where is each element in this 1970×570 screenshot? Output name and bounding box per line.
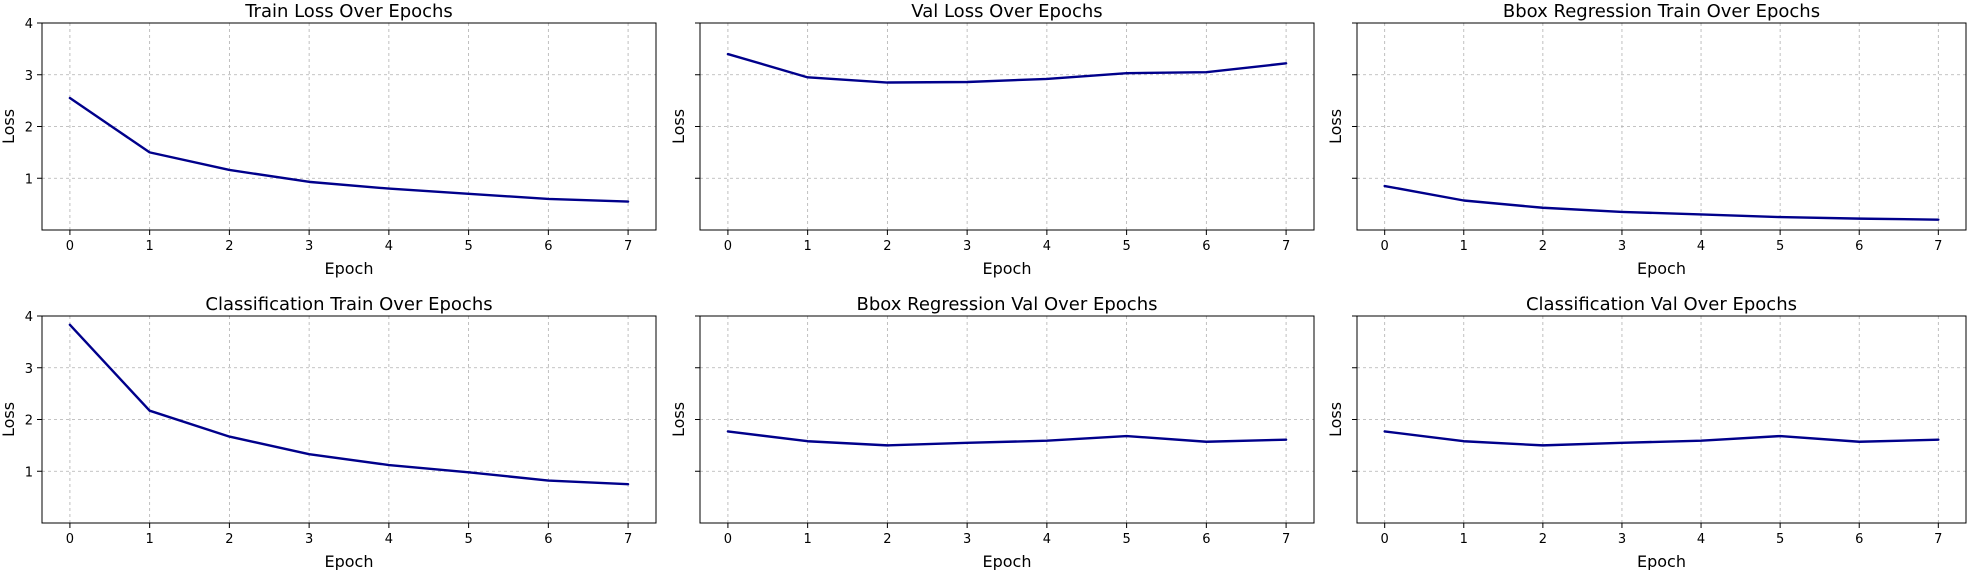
x-tick-label: 2 (225, 239, 233, 254)
x-tick-label: 7 (1282, 239, 1290, 254)
x-tick-label: 3 (1618, 532, 1626, 547)
x-tick-label: 6 (1855, 239, 1863, 254)
series-line (726, 430, 1288, 447)
subplot-title: Train Loss Over Epochs (244, 1, 453, 22)
x-tick-label: 3 (963, 532, 971, 547)
x-tick-label: 0 (1381, 532, 1389, 547)
x-tick-label: 6 (544, 532, 552, 547)
series-line (1383, 184, 1940, 221)
x-tick-label: 0 (724, 532, 732, 547)
x-tick-label: 7 (624, 239, 632, 254)
subplot-title: Classification Val Over Epochs (1526, 294, 1797, 315)
y-tick-label: 1 (25, 172, 33, 187)
x-tick-label: 4 (1697, 239, 1705, 254)
y-tick-label: 3 (25, 362, 33, 377)
x-tick-label: 7 (1282, 532, 1290, 547)
subplot-4: 0 1 2 3 4 5 6 7 1 2 3 4 Epoch Loss Classification Trai… (0, 294, 657, 570)
x-tick-label: 3 (1618, 239, 1626, 254)
subplot-title: Classification Train Over Epochs (205, 294, 492, 315)
y-tick-label: 1 (25, 465, 33, 480)
x-tick-label: 6 (1202, 239, 1210, 254)
subplot-3: 0 1 2 3 4 5 6 7 Epoch Loss Bbox Regression Train O… (1326, 1, 1967, 278)
y-axis-label: Loss (669, 109, 688, 144)
series-line (68, 323, 630, 486)
x-tick-label: 5 (464, 532, 472, 547)
x-tick-label: 3 (963, 239, 971, 254)
x-axis-label: Epoch (1637, 552, 1686, 570)
y-axis-label: Loss (669, 402, 688, 437)
x-tick-label: 2 (1539, 532, 1547, 547)
series-line (68, 96, 630, 203)
x-tick-label: 0 (66, 239, 74, 254)
x-tick-label: 6 (544, 239, 552, 254)
y-tick-label: 3 (25, 69, 33, 84)
x-tick-label: 5 (1122, 532, 1130, 547)
x-tick-label: 0 (1381, 239, 1389, 254)
x-tick-label: 0 (724, 239, 732, 254)
x-tick-label: 0 (66, 532, 74, 547)
y-axis-label: Loss (0, 402, 18, 437)
y-axis-label: Loss (0, 109, 18, 144)
subplot-title: Bbox Regression Val Over Epochs (857, 294, 1158, 315)
y-axis-label: Loss (1326, 402, 1345, 437)
y-tick-label: 4 (25, 17, 33, 32)
y-tick-label: 2 (25, 414, 33, 429)
x-tick-label: 1 (804, 239, 812, 254)
x-axis-label: Epoch (1637, 259, 1686, 278)
subplot-title: Bbox Regression Train Over Epochs (1503, 1, 1820, 22)
subplot-1: 0 1 2 3 4 5 6 7 1 2 3 4 Epoch Loss Train Loss Over Epo… (0, 1, 657, 278)
x-tick-label: 5 (1776, 239, 1784, 254)
x-axis-label: Epoch (983, 552, 1032, 570)
subplot-5: 0 1 2 3 4 5 6 7 Epoch Loss Bbox Regression Val Ove… (669, 294, 1315, 570)
x-tick-label: 2 (883, 239, 891, 254)
x-tick-label: 2 (225, 532, 233, 547)
x-tick-label: 6 (1855, 532, 1863, 547)
subplot-2: 0 1 2 3 4 5 6 7 Epoch Loss Val Loss Over Epochs (669, 1, 1315, 278)
x-tick-label: 4 (1043, 239, 1051, 254)
x-axis-label: Epoch (983, 259, 1032, 278)
x-axis-label: Epoch (325, 552, 374, 570)
y-tick-label: 2 (25, 121, 33, 136)
x-tick-label: 5 (1122, 239, 1130, 254)
x-tick-label: 1 (146, 532, 154, 547)
y-tick-label: 4 (25, 310, 33, 325)
x-tick-label: 5 (464, 239, 472, 254)
x-tick-label: 1 (804, 532, 812, 547)
series-line (1383, 430, 1940, 447)
subplot-title: Val Loss Over Epochs (911, 1, 1102, 22)
x-tick-label: 3 (305, 532, 313, 547)
x-tick-label: 1 (1460, 239, 1468, 254)
x-axis-label: Epoch (325, 259, 374, 278)
series-line (726, 52, 1288, 84)
x-tick-label: 3 (305, 239, 313, 254)
x-tick-label: 4 (1697, 532, 1705, 547)
x-tick-label: 7 (1934, 532, 1942, 547)
subplot-6: 0 1 2 3 4 5 6 7 Epoch Loss Classification Val Over… (1326, 294, 1967, 570)
x-tick-label: 7 (624, 532, 632, 547)
x-tick-label: 7 (1934, 239, 1942, 254)
x-tick-label: 4 (385, 532, 393, 547)
x-tick-label: 2 (883, 532, 891, 547)
x-tick-label: 1 (146, 239, 154, 254)
x-tick-label: 4 (1043, 532, 1051, 547)
x-tick-label: 5 (1776, 532, 1784, 547)
x-tick-label: 2 (1539, 239, 1547, 254)
x-tick-label: 6 (1202, 532, 1210, 547)
x-tick-label: 4 (385, 239, 393, 254)
x-tick-label: 1 (1460, 532, 1468, 547)
y-axis-label: Loss (1326, 109, 1345, 144)
